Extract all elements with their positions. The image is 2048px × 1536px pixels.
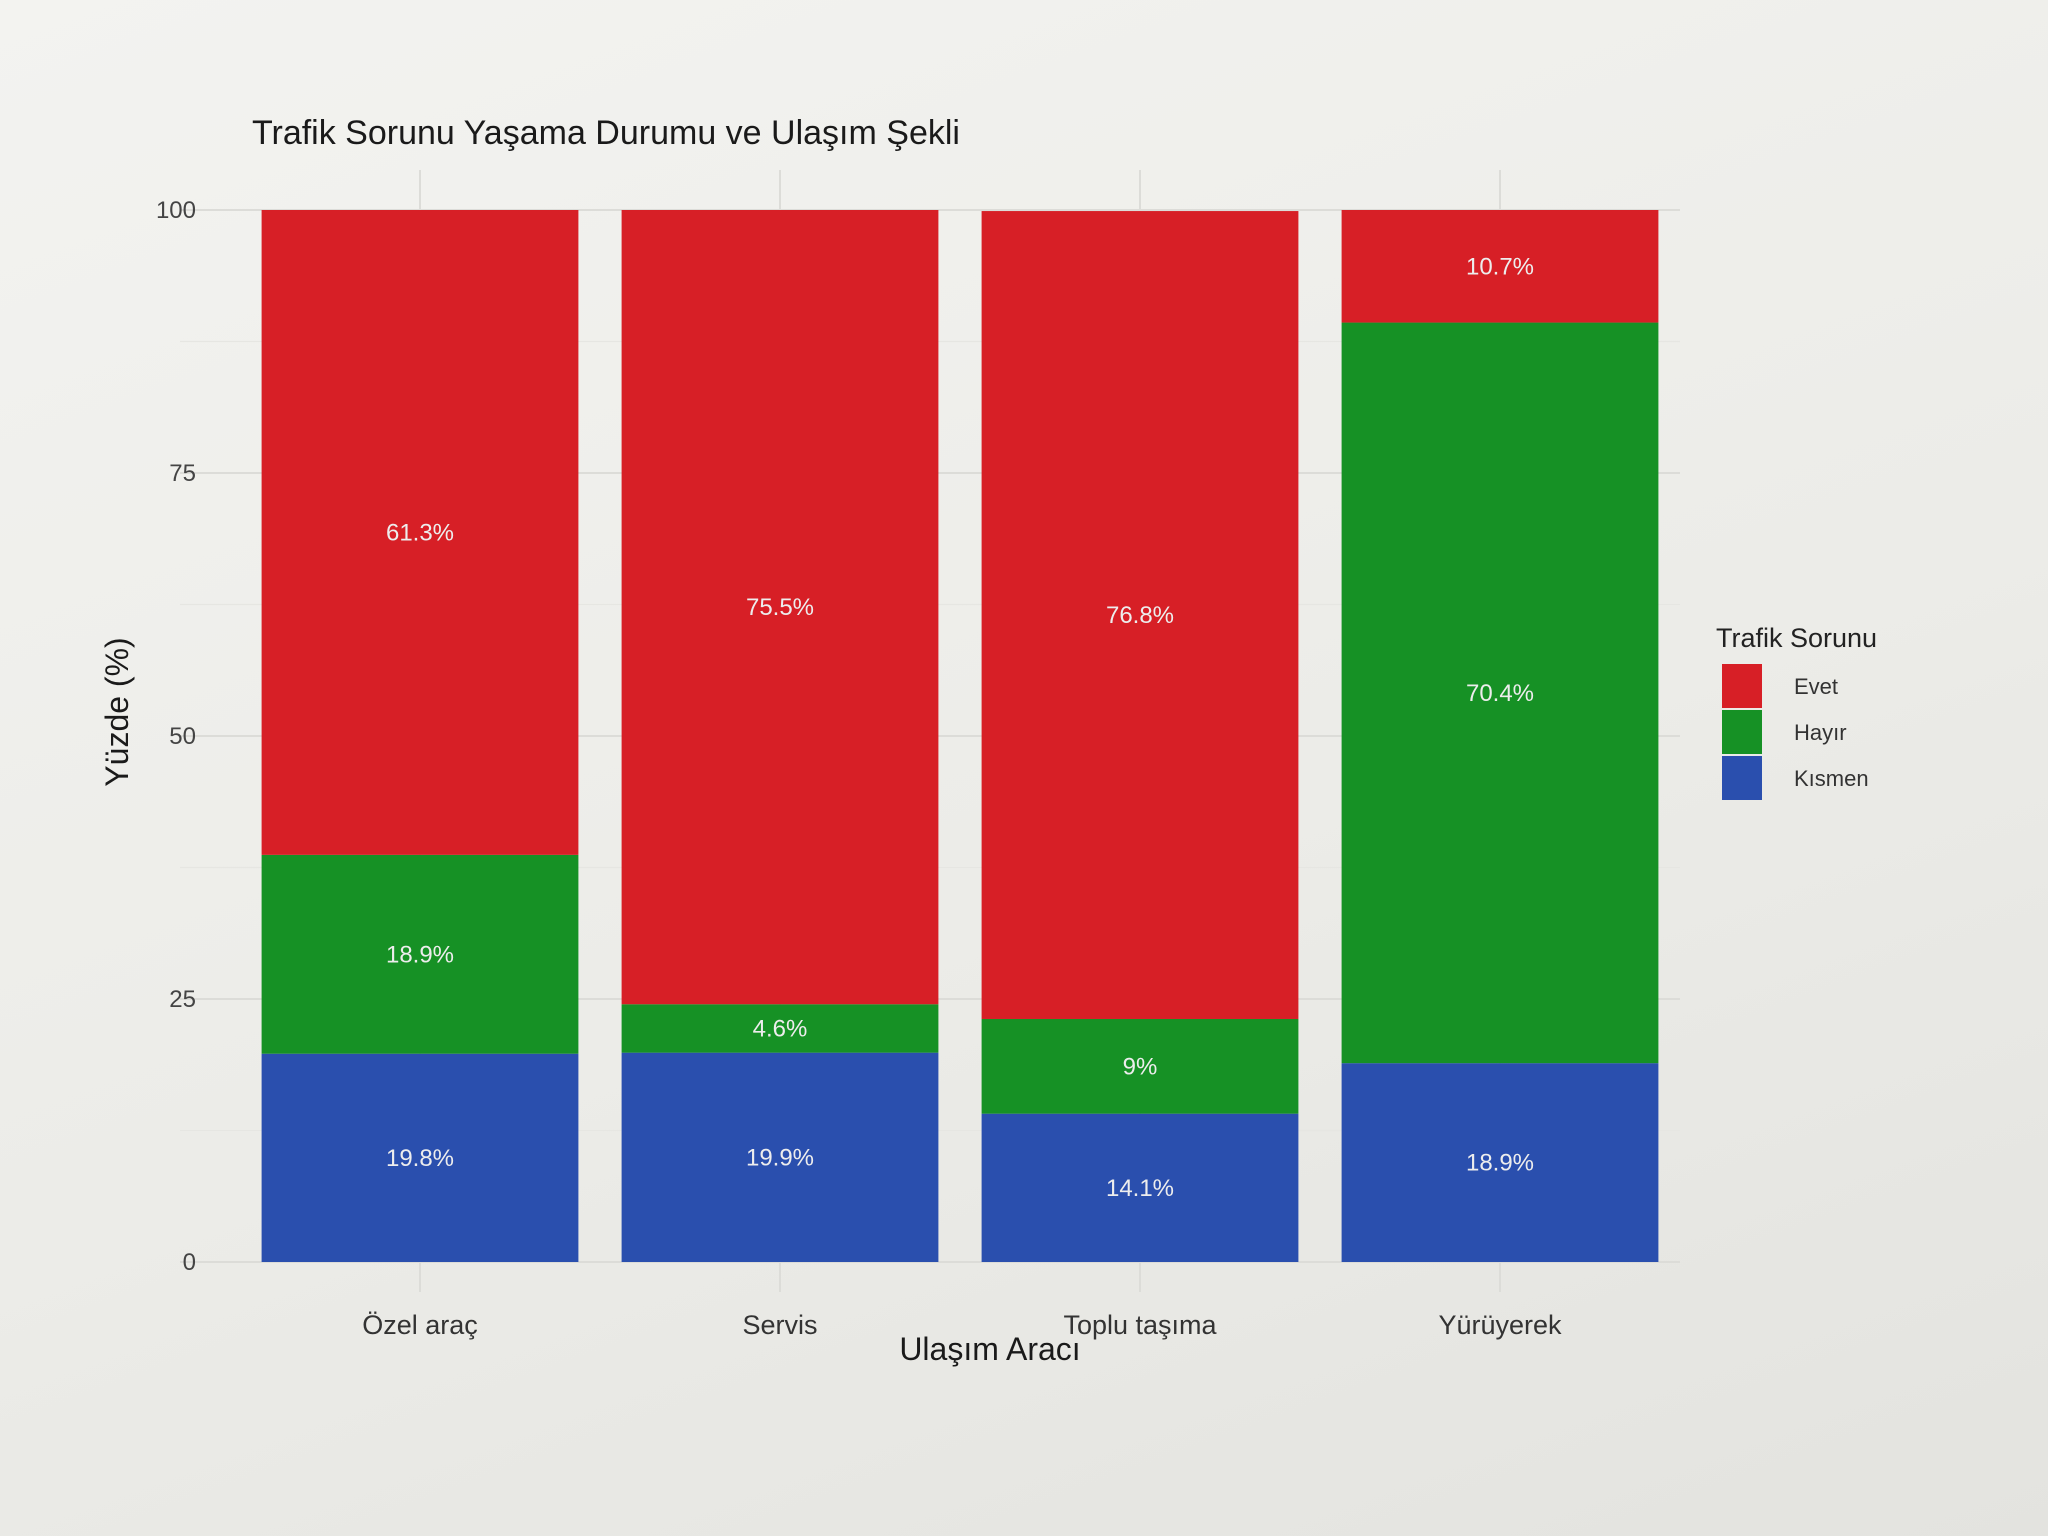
- bar-segment: [981, 1018, 1299, 1114]
- bar-segment: [261, 210, 579, 855]
- y-tick-label: 25: [169, 986, 196, 1013]
- legend-swatch: [1722, 756, 1762, 800]
- y-tick-label: 100: [156, 197, 196, 224]
- data-label: 76.8%: [1106, 602, 1174, 629]
- axes: 0 25 50 75 100 Özel araç Servis Toplu taşıma Yür…: [156, 197, 1562, 1340]
- y-axis-title: Yüzde (%): [99, 637, 135, 786]
- data-label: 70.4%: [1466, 680, 1534, 707]
- legend-swatch: [1722, 664, 1762, 708]
- y-tick-label: 0: [183, 1249, 196, 1276]
- x-tick-label: Servis: [742, 1310, 817, 1340]
- data-label: 18.9%: [386, 941, 454, 968]
- chart-title: Trafik Sorunu Yaşama Durumu ve Ulaşım Şe…: [252, 114, 960, 152]
- x-tick-label: Özel araç: [362, 1310, 478, 1340]
- bar-segment: [261, 1053, 579, 1262]
- bar-segment: [981, 1113, 1299, 1262]
- bar-segment: [1341, 210, 1659, 323]
- data-label: 14.1%: [1106, 1175, 1174, 1202]
- y-tick-label: 75: [169, 460, 196, 487]
- bars: [261, 210, 1659, 1262]
- data-label: 19.9%: [746, 1144, 814, 1171]
- data-label: 10.7%: [1466, 253, 1534, 280]
- legend-entry: Hayır: [1794, 720, 1847, 745]
- x-tick-label: Toplu taşıma: [1063, 1310, 1217, 1340]
- legend-swatch: [1722, 710, 1762, 754]
- bar-segment: [621, 1052, 939, 1262]
- legend: Trafik Sorunu Evet Hayır Kısmen: [1716, 623, 1877, 800]
- bar-segment: [981, 211, 1299, 1019]
- bar-segment: [1341, 322, 1659, 1064]
- data-label: 75.5%: [746, 594, 814, 621]
- data-label: 9%: [1123, 1053, 1158, 1080]
- data-label: 18.9%: [1466, 1150, 1534, 1177]
- bar-segment: [621, 1004, 939, 1053]
- data-labels: 19.8% 18.9% 61.3% 19.9% 4.6% 75.5% 14.1% 9% 76.8…: [386, 253, 1534, 1202]
- y-tick-label: 50: [169, 723, 196, 750]
- data-label: 61.3%: [386, 519, 454, 546]
- bar-segment: [621, 210, 939, 1005]
- x-tick-label: Yürüyerek: [1438, 1310, 1562, 1340]
- legend-entry: Evet: [1794, 674, 1838, 699]
- bar-segment: [261, 854, 579, 1054]
- x-axis-title: Ulaşım Aracı: [899, 1331, 1080, 1367]
- legend-entry: Kısmen: [1794, 766, 1869, 791]
- data-label: 19.8%: [386, 1145, 454, 1172]
- bar-segment: [1341, 1063, 1659, 1262]
- data-label: 4.6%: [753, 1015, 808, 1042]
- legend-title: Trafik Sorunu: [1716, 623, 1877, 653]
